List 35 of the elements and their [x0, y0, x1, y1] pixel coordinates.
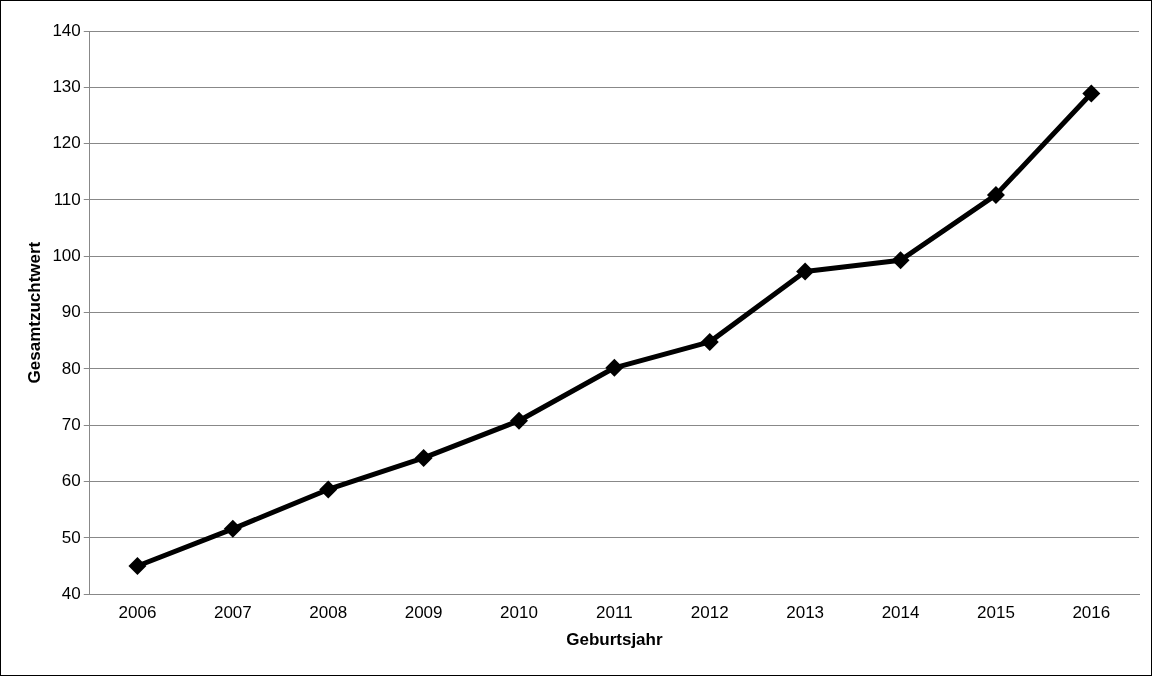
y-axis-title: Gesamtzuchtwert	[24, 241, 44, 384]
y-tick-label: 120	[52, 133, 81, 153]
y-tick-label: 140	[52, 20, 81, 40]
y-tick-label: 100	[52, 245, 81, 265]
y-tick-label: 80	[61, 358, 81, 378]
y-tick-label: 130	[52, 77, 81, 97]
point	[128, 557, 147, 576]
x-tick-label: 2015	[977, 603, 1015, 623]
point	[510, 411, 528, 430]
x-tick-label: 2013	[786, 603, 825, 623]
point	[414, 448, 433, 467]
y-tick-label: 110	[53, 189, 81, 209]
point	[700, 332, 719, 351]
point	[1082, 84, 1101, 103]
x-tick-label: 2008	[309, 603, 348, 623]
x-tick-label: 2012	[690, 603, 729, 623]
point	[223, 519, 242, 538]
point	[986, 185, 1005, 204]
y-tick-label: 70	[61, 414, 81, 434]
x-tick-label: 2014	[881, 603, 920, 623]
x-tick-label: 2010	[500, 603, 538, 623]
point	[319, 480, 338, 499]
x-tick-label: 2016	[1072, 603, 1111, 623]
x-tick-label: 2006	[118, 603, 157, 623]
point	[796, 262, 815, 281]
point	[891, 251, 910, 270]
y-tick-label: 90	[61, 302, 81, 322]
x-tick-label: 2011	[596, 603, 633, 623]
x-tick-label: 2007	[213, 603, 252, 623]
point	[605, 358, 624, 377]
x-tick-label: 2009	[404, 603, 443, 623]
y-tick-label: 40	[61, 583, 81, 603]
x-axis-title: Geburtsjahr	[566, 630, 663, 650]
y-tick-label: 50	[61, 527, 81, 547]
y-tick-label: 60	[61, 471, 81, 491]
